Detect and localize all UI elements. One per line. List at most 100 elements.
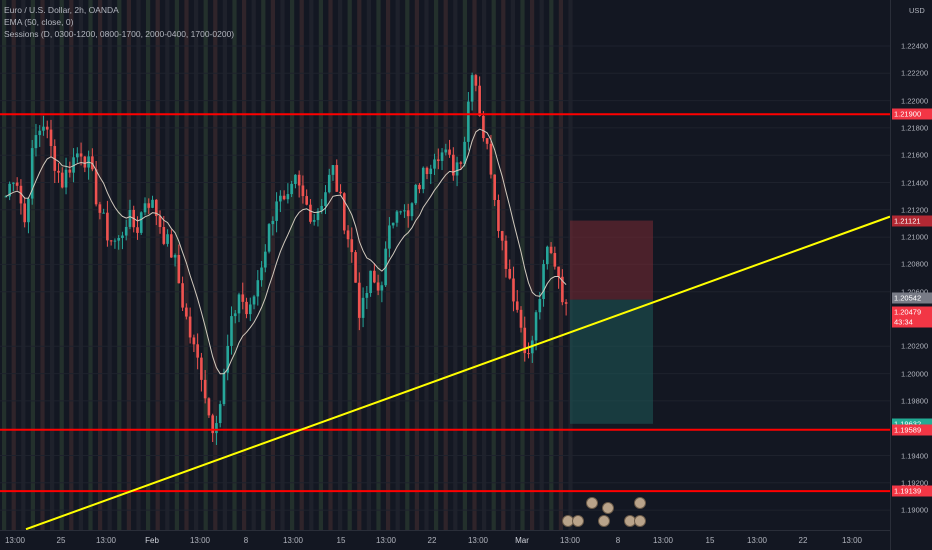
price-axis[interactable]: USD 1.22400 1.22200 1.22000 1.21800 1.21600 1… xyxy=(890,0,932,550)
session-band xyxy=(434,0,439,530)
session-band xyxy=(280,0,285,530)
candle-body xyxy=(542,264,545,299)
candle-body xyxy=(519,309,523,328)
session-band xyxy=(30,0,35,530)
candle-body xyxy=(455,162,459,176)
time-tick: 22 xyxy=(427,536,437,545)
candle-body xyxy=(354,252,357,283)
candle-body xyxy=(478,85,481,116)
session-band xyxy=(50,0,55,530)
sessions-indicator-label[interactable]: Sessions (D, 0300-1200, 0800-1700, 2000-… xyxy=(4,29,235,39)
candle-body xyxy=(331,165,335,175)
price-marker-label: 1.20542 xyxy=(892,292,932,304)
session-band xyxy=(386,0,391,530)
candle-body xyxy=(515,301,519,310)
candle-body xyxy=(173,254,177,258)
candle-body xyxy=(440,152,444,161)
session-band xyxy=(472,0,477,530)
economic-event-icon xyxy=(602,502,614,514)
candle-body xyxy=(121,235,124,238)
time-tick: 15 xyxy=(705,536,715,545)
session-band xyxy=(136,0,141,530)
candle-body xyxy=(4,196,8,198)
candle-body xyxy=(342,193,346,231)
session-band xyxy=(98,0,103,530)
candle-body xyxy=(358,282,361,318)
session-band xyxy=(165,0,170,530)
time-tick: 13:00 xyxy=(559,536,581,545)
session-band xyxy=(318,0,323,530)
short-position-tool xyxy=(570,220,653,424)
candle-body xyxy=(222,372,226,405)
price-tick: 1.21200 xyxy=(901,205,929,215)
session-band xyxy=(549,0,554,530)
candle-body xyxy=(237,294,241,314)
currency-label: USD xyxy=(909,6,925,15)
session-band xyxy=(251,0,256,530)
candle-body xyxy=(485,138,489,144)
chart-area[interactable]: Euro / U.S. Dollar, 2h, OANDA EMA (50, c… xyxy=(0,0,890,530)
candle-body xyxy=(470,75,474,102)
candle-body xyxy=(139,212,143,233)
economic-event-icon xyxy=(562,515,574,527)
candle-body xyxy=(497,199,500,232)
ema-indicator-label[interactable]: EMA (50, close, 0) xyxy=(4,17,74,27)
price-tick: 1.21600 xyxy=(901,150,929,160)
session-band xyxy=(11,0,16,530)
price-chart[interactable] xyxy=(0,0,890,530)
session-band xyxy=(424,0,429,530)
candle-body xyxy=(252,296,256,305)
candle-body xyxy=(399,211,402,213)
session-band xyxy=(328,0,333,530)
candle-body xyxy=(312,220,316,222)
session-band xyxy=(530,0,535,530)
candle-body xyxy=(128,209,132,227)
candle-body xyxy=(185,307,188,317)
symbol-title[interactable]: Euro / U.S. Dollar, 2h, OANDA xyxy=(4,5,119,15)
candle-body xyxy=(448,149,451,155)
session-band xyxy=(501,0,506,530)
stop-zone xyxy=(570,220,653,300)
price-tick: 1.20800 xyxy=(901,259,929,269)
time-axis[interactable]: 13:00 25 13:00 Feb 13:00 8 13:00 15 13:00 22 13:00… xyxy=(0,530,890,550)
candle-body xyxy=(309,204,312,222)
candle-body xyxy=(421,167,425,190)
candle-body xyxy=(226,345,230,373)
candle-body xyxy=(459,162,463,164)
session-band xyxy=(539,0,544,530)
candle-body xyxy=(188,316,192,338)
candle-body xyxy=(504,240,508,269)
candle-body xyxy=(181,283,184,308)
candle-body xyxy=(241,294,245,302)
candle-body xyxy=(106,212,109,241)
price-marker-label: 43:34 xyxy=(892,316,932,328)
session-band xyxy=(395,0,400,530)
time-tick: Mar xyxy=(515,536,529,545)
candle-body xyxy=(260,267,263,281)
candle-body xyxy=(30,148,34,199)
session-band xyxy=(88,0,93,530)
candle-body xyxy=(117,237,120,241)
candle-body xyxy=(98,204,102,213)
candle-body xyxy=(151,199,154,208)
candle-body xyxy=(42,126,45,131)
candle-body xyxy=(275,201,278,221)
session-band xyxy=(482,0,487,530)
time-tick: 13:00 xyxy=(467,536,489,545)
candle-body xyxy=(154,199,158,216)
candle-body xyxy=(230,316,233,346)
time-tick: 22 xyxy=(798,536,808,545)
candle-body xyxy=(350,239,354,253)
session-band xyxy=(40,0,45,530)
price-marker-label: 1.19139 xyxy=(892,485,932,497)
candle-body xyxy=(403,210,406,212)
session-band xyxy=(59,0,64,530)
price-tick: 1.20000 xyxy=(901,369,929,379)
candle-body xyxy=(45,126,49,130)
candle-body xyxy=(8,183,11,197)
ema-line xyxy=(5,128,567,375)
candle-body xyxy=(320,205,324,212)
candle-body xyxy=(429,168,433,175)
grid-lines xyxy=(0,45,890,511)
target-zone xyxy=(570,299,653,424)
